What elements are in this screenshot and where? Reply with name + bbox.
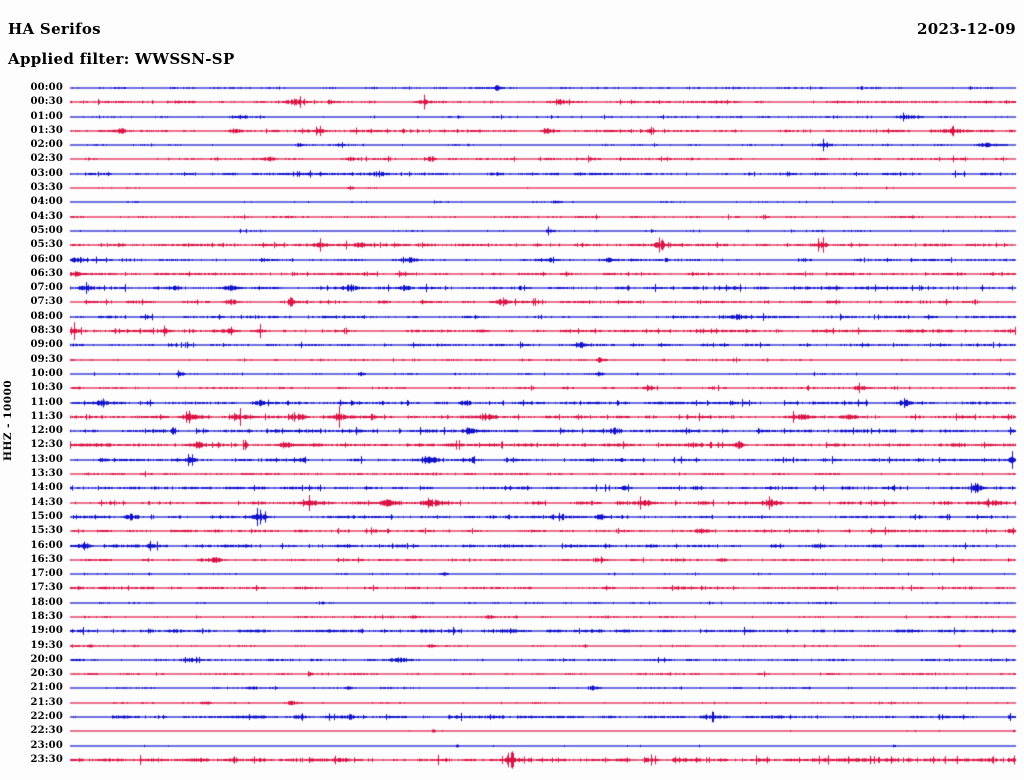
row-time-label: 22:30 bbox=[30, 725, 63, 736]
row-time-label: 11:00 bbox=[30, 397, 63, 408]
row-time-label: 23:00 bbox=[30, 740, 63, 751]
row-time-label: 19:30 bbox=[30, 640, 63, 651]
row-time-label: 16:30 bbox=[30, 554, 63, 565]
row-time-label: 13:00 bbox=[30, 454, 63, 465]
row-time-label: 04:30 bbox=[30, 211, 63, 222]
row-time-label: 08:30 bbox=[30, 325, 63, 336]
row-time-label: 15:30 bbox=[30, 525, 63, 536]
row-time-label: 01:30 bbox=[30, 125, 63, 136]
row-time-label: 18:00 bbox=[30, 597, 63, 608]
row-time-label: 13:30 bbox=[30, 468, 63, 479]
row-time-label: 09:00 bbox=[30, 339, 63, 350]
row-time-label: 19:00 bbox=[30, 625, 63, 636]
row-time-label: 23:30 bbox=[30, 754, 63, 765]
row-time-label: 02:30 bbox=[30, 153, 63, 164]
row-time-label: 20:00 bbox=[30, 654, 63, 665]
row-time-label: 00:00 bbox=[30, 82, 63, 93]
row-time-label: 00:30 bbox=[30, 96, 63, 107]
row-time-label: 16:00 bbox=[30, 540, 63, 551]
row-time-label: 12:30 bbox=[30, 439, 63, 450]
row-time-label: 04:00 bbox=[30, 196, 63, 207]
row-time-label: 08:00 bbox=[30, 311, 63, 322]
row-time-label: 05:30 bbox=[30, 239, 63, 250]
row-time-label: 05:00 bbox=[30, 225, 63, 236]
row-time-label: 01:00 bbox=[30, 111, 63, 122]
row-time-label: 07:30 bbox=[30, 296, 63, 307]
row-time-label: 14:30 bbox=[30, 497, 63, 508]
row-time-label: 09:30 bbox=[30, 354, 63, 365]
row-time-label: 21:30 bbox=[30, 697, 63, 708]
row-time-label: 18:30 bbox=[30, 611, 63, 622]
row-time-label: 17:30 bbox=[30, 582, 63, 593]
row-time-label: 10:00 bbox=[30, 368, 63, 379]
row-time-label: 17:00 bbox=[30, 568, 63, 579]
row-time-label: 12:00 bbox=[30, 425, 63, 436]
row-time-label: 02:00 bbox=[30, 139, 63, 150]
row-time-label: 10:30 bbox=[30, 382, 63, 393]
row-time-label: 06:00 bbox=[30, 254, 63, 265]
row-time-label: 14:00 bbox=[30, 482, 63, 493]
row-time-label: 20:30 bbox=[30, 668, 63, 679]
row-time-label: 03:30 bbox=[30, 182, 63, 193]
row-time-label: 11:30 bbox=[30, 411, 63, 422]
row-time-label: 22:00 bbox=[30, 711, 63, 722]
row-time-label: 03:00 bbox=[30, 168, 63, 179]
row-time-label: 06:30 bbox=[30, 268, 63, 279]
row-time-label: 15:00 bbox=[30, 511, 63, 522]
row-time-label: 07:00 bbox=[30, 282, 63, 293]
row-time-label: 21:00 bbox=[30, 682, 63, 693]
